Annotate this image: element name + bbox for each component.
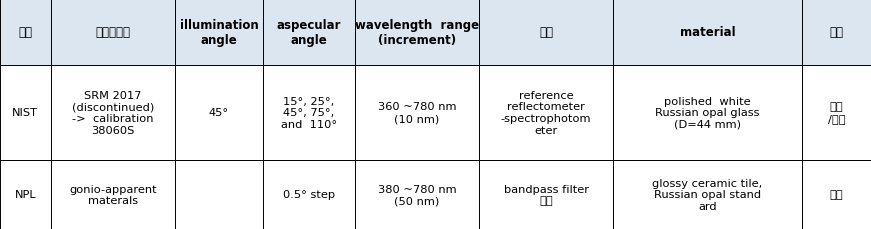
Text: 기관: 기관 [18, 26, 32, 39]
Bar [479, 0, 613, 65]
Bar [613, 0, 802, 65]
Text: NPL: NPL [15, 190, 37, 200]
Text: wavelength  range
(increment): wavelength range (increment) [355, 19, 479, 46]
Bar [802, 65, 871, 160]
Text: 45°: 45° [209, 108, 229, 118]
Bar [175, 0, 263, 65]
Bar [613, 65, 802, 160]
Bar [263, 0, 354, 65]
Text: illumination
angle: illumination angle [179, 19, 259, 46]
Text: 시험: 시험 [829, 190, 843, 200]
Bar [479, 160, 613, 229]
Bar [0, 0, 51, 65]
Bar [0, 160, 51, 229]
Bar [263, 160, 354, 229]
Bar [51, 65, 175, 160]
Bar [802, 0, 871, 65]
Text: bandpass filter
사용: bandpass filter 사용 [503, 184, 589, 205]
Text: material: material [679, 26, 735, 39]
Bar [0, 65, 51, 160]
Text: 장비: 장비 [539, 26, 553, 39]
Bar [175, 65, 263, 160]
Bar [263, 65, 354, 160]
Bar [613, 160, 802, 229]
Text: gonio-apparent
materals: gonio-apparent materals [69, 184, 157, 205]
Bar [175, 160, 263, 229]
Text: 측정서비스: 측정서비스 [96, 26, 131, 39]
Bar [479, 65, 613, 160]
Text: glossy ceramic tile,
Russian opal stand
ard: glossy ceramic tile, Russian opal stand … [652, 178, 762, 211]
Bar [51, 0, 175, 65]
Bar [354, 65, 479, 160]
Text: 0.5° step: 0.5° step [283, 190, 334, 200]
Bar [51, 160, 175, 229]
Text: NIST: NIST [12, 108, 38, 118]
Text: aspecular
angle: aspecular angle [276, 19, 341, 46]
Text: polished  white
Russian opal glass
(D=44 mm): polished white Russian opal glass (D=44 … [655, 96, 760, 129]
Bar [354, 0, 479, 65]
Text: 360 ~780 nm
(10 nm): 360 ~780 nm (10 nm) [378, 102, 456, 123]
Text: reference
reflectometer
-spectrophotom
eter: reference reflectometer -spectrophotom e… [501, 90, 591, 135]
Text: 인증
/교정: 인증 /교정 [827, 102, 845, 123]
Text: SRM 2017
(discontinued)
->  calibration
38060S: SRM 2017 (discontinued) -> calibration 3… [71, 90, 154, 135]
Text: 380 ~780 nm
(50 nm): 380 ~780 nm (50 nm) [378, 184, 456, 205]
Text: 15°, 25°,
45°, 75°,
and  110°: 15°, 25°, 45°, 75°, and 110° [280, 96, 337, 129]
Bar [802, 160, 871, 229]
Bar [354, 160, 479, 229]
Text: 비고: 비고 [829, 26, 843, 39]
